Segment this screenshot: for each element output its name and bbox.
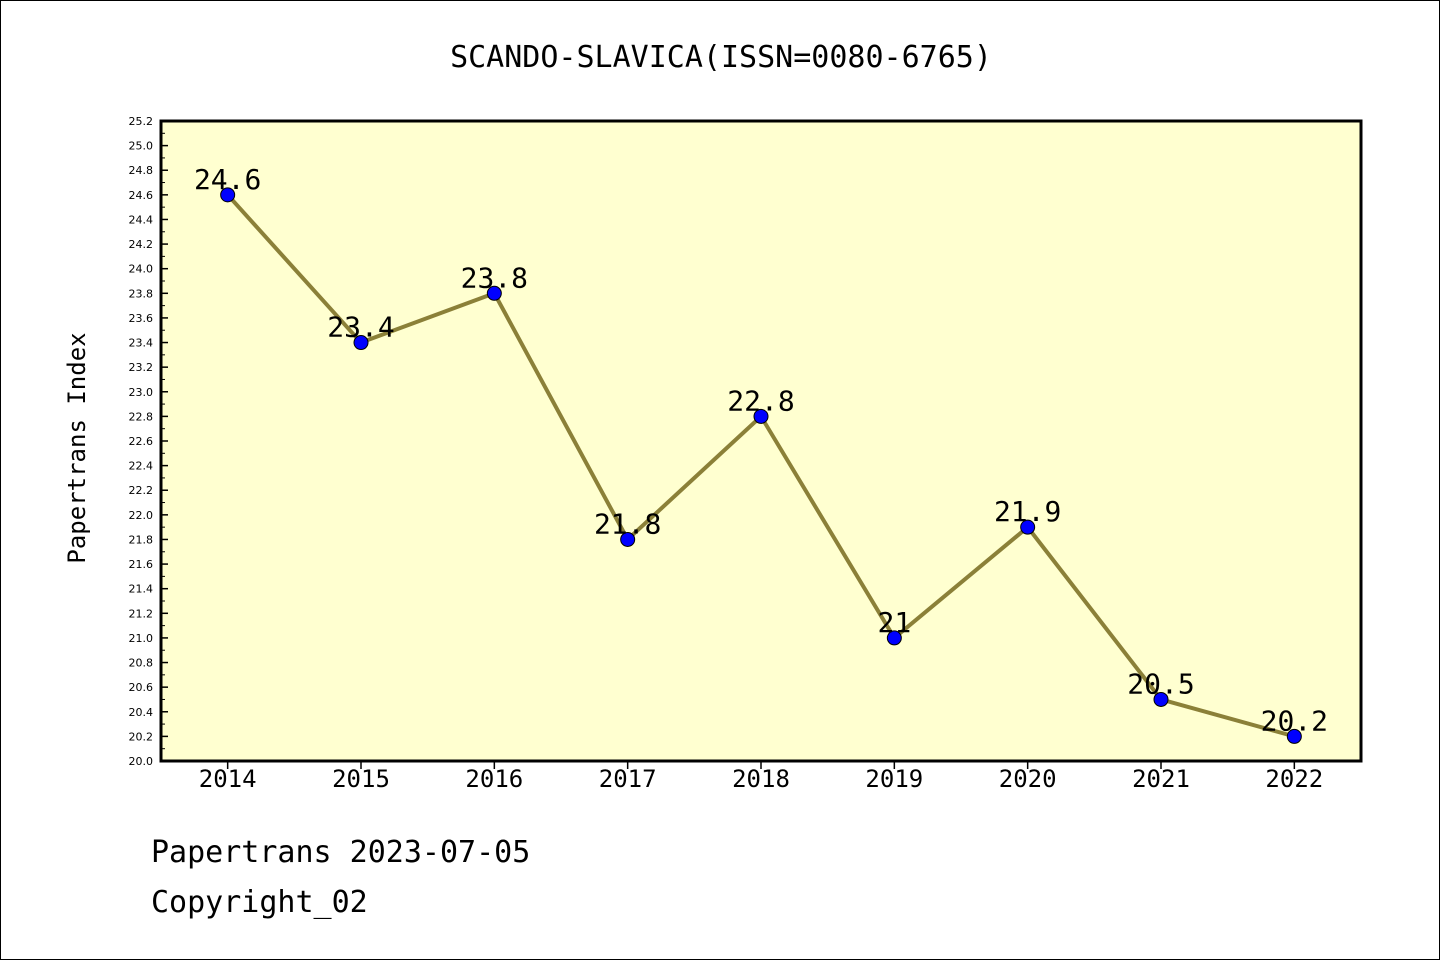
y-tick-label: 21.4 <box>129 583 154 596</box>
x-tick-label: 2014 <box>199 765 257 793</box>
y-tick-label: 22.4 <box>129 460 154 473</box>
x-tick-label: 2021 <box>1132 765 1190 793</box>
data-point <box>1286 728 1302 744</box>
y-tick-label: 24.8 <box>129 164 154 177</box>
data-point <box>486 285 502 301</box>
footer-copyright-line: Copyright_02 <box>151 885 368 920</box>
y-tick-label: 22.6 <box>129 435 154 448</box>
y-tick-label: 23.4 <box>129 337 154 350</box>
footer-date-line: Papertrans 2023-07-05 <box>151 835 531 870</box>
x-tick-label: 2020 <box>999 765 1057 793</box>
y-tick-label: 25.2 <box>129 115 154 128</box>
data-label: 21 <box>877 606 911 639</box>
y-axis-label: Papertrans Index <box>63 332 91 563</box>
y-tick-label: 24.4 <box>129 213 154 226</box>
y-tick-label: 24.0 <box>129 263 154 276</box>
y-tick-label: 23.6 <box>129 312 154 325</box>
data-point <box>1020 519 1036 535</box>
y-tick-label: 21.6 <box>129 558 154 571</box>
series-layer: 24.6 23.4 23.8 21.8 22.8 21 21.9 20.5 20.2 <box>194 163 1328 744</box>
data-point <box>353 335 369 351</box>
x-tick-label: 2015 <box>332 765 390 793</box>
y-tick-label: 20.0 <box>129 755 154 768</box>
y-tick-label: 22.2 <box>129 484 154 497</box>
y-tick-label: 20.2 <box>129 730 154 743</box>
data-point <box>1153 691 1169 707</box>
y-tick-label: 20.8 <box>129 657 154 670</box>
data-point <box>753 408 769 424</box>
plot-area <box>161 121 1361 761</box>
x-tick-label: 2019 <box>865 765 923 793</box>
data-label: 20.2 <box>1261 704 1328 737</box>
y-tick-label: 20.4 <box>129 706 154 719</box>
y-tick-label: 25.0 <box>129 140 154 153</box>
data-label: 24.6 <box>194 163 261 196</box>
plot-frame <box>159 119 1363 763</box>
y-tick-label: 23.8 <box>129 287 154 300</box>
data-label: 21.8 <box>594 507 661 540</box>
data-point <box>886 630 902 646</box>
x-tick-label: 2018 <box>732 765 790 793</box>
chart-title: SCANDO-SLAVICA(ISSN=0080-6765) <box>450 40 992 75</box>
y-tick-label: 20.6 <box>129 681 154 694</box>
y-tick-label: 23.0 <box>129 386 154 399</box>
y-tick-label: 24.6 <box>129 189 154 202</box>
y-tick-label: 23.2 <box>129 361 154 374</box>
x-axis-ticks: 2014 2015 2016 2017 2018 2019 2020 2021 2022 <box>199 761 1323 793</box>
y-tick-label: 22.0 <box>129 509 154 522</box>
y-tick-label: 21.2 <box>129 607 154 620</box>
y-tick-label: 21.0 <box>129 632 154 645</box>
x-tick-label: 2016 <box>465 765 523 793</box>
y-axis-ticks: 20.0 20.2 20.4 20.6 20.8 21.0 21.2 21.4 21.6 21.8… <box>129 115 168 768</box>
data-label: 22.8 <box>727 384 794 417</box>
x-tick-label: 2022 <box>1265 765 1323 793</box>
x-tick-label: 2017 <box>599 765 657 793</box>
y-tick-label: 21.8 <box>129 533 154 546</box>
data-point <box>620 531 636 547</box>
y-tick-label: 24.2 <box>129 238 154 251</box>
data-point <box>220 187 236 203</box>
data-label: 23.4 <box>327 311 394 344</box>
data-label: 20.5 <box>1127 667 1194 700</box>
data-label: 23.8 <box>461 261 528 294</box>
y-tick-label: 22.8 <box>129 410 154 423</box>
data-label: 21.9 <box>994 495 1061 528</box>
